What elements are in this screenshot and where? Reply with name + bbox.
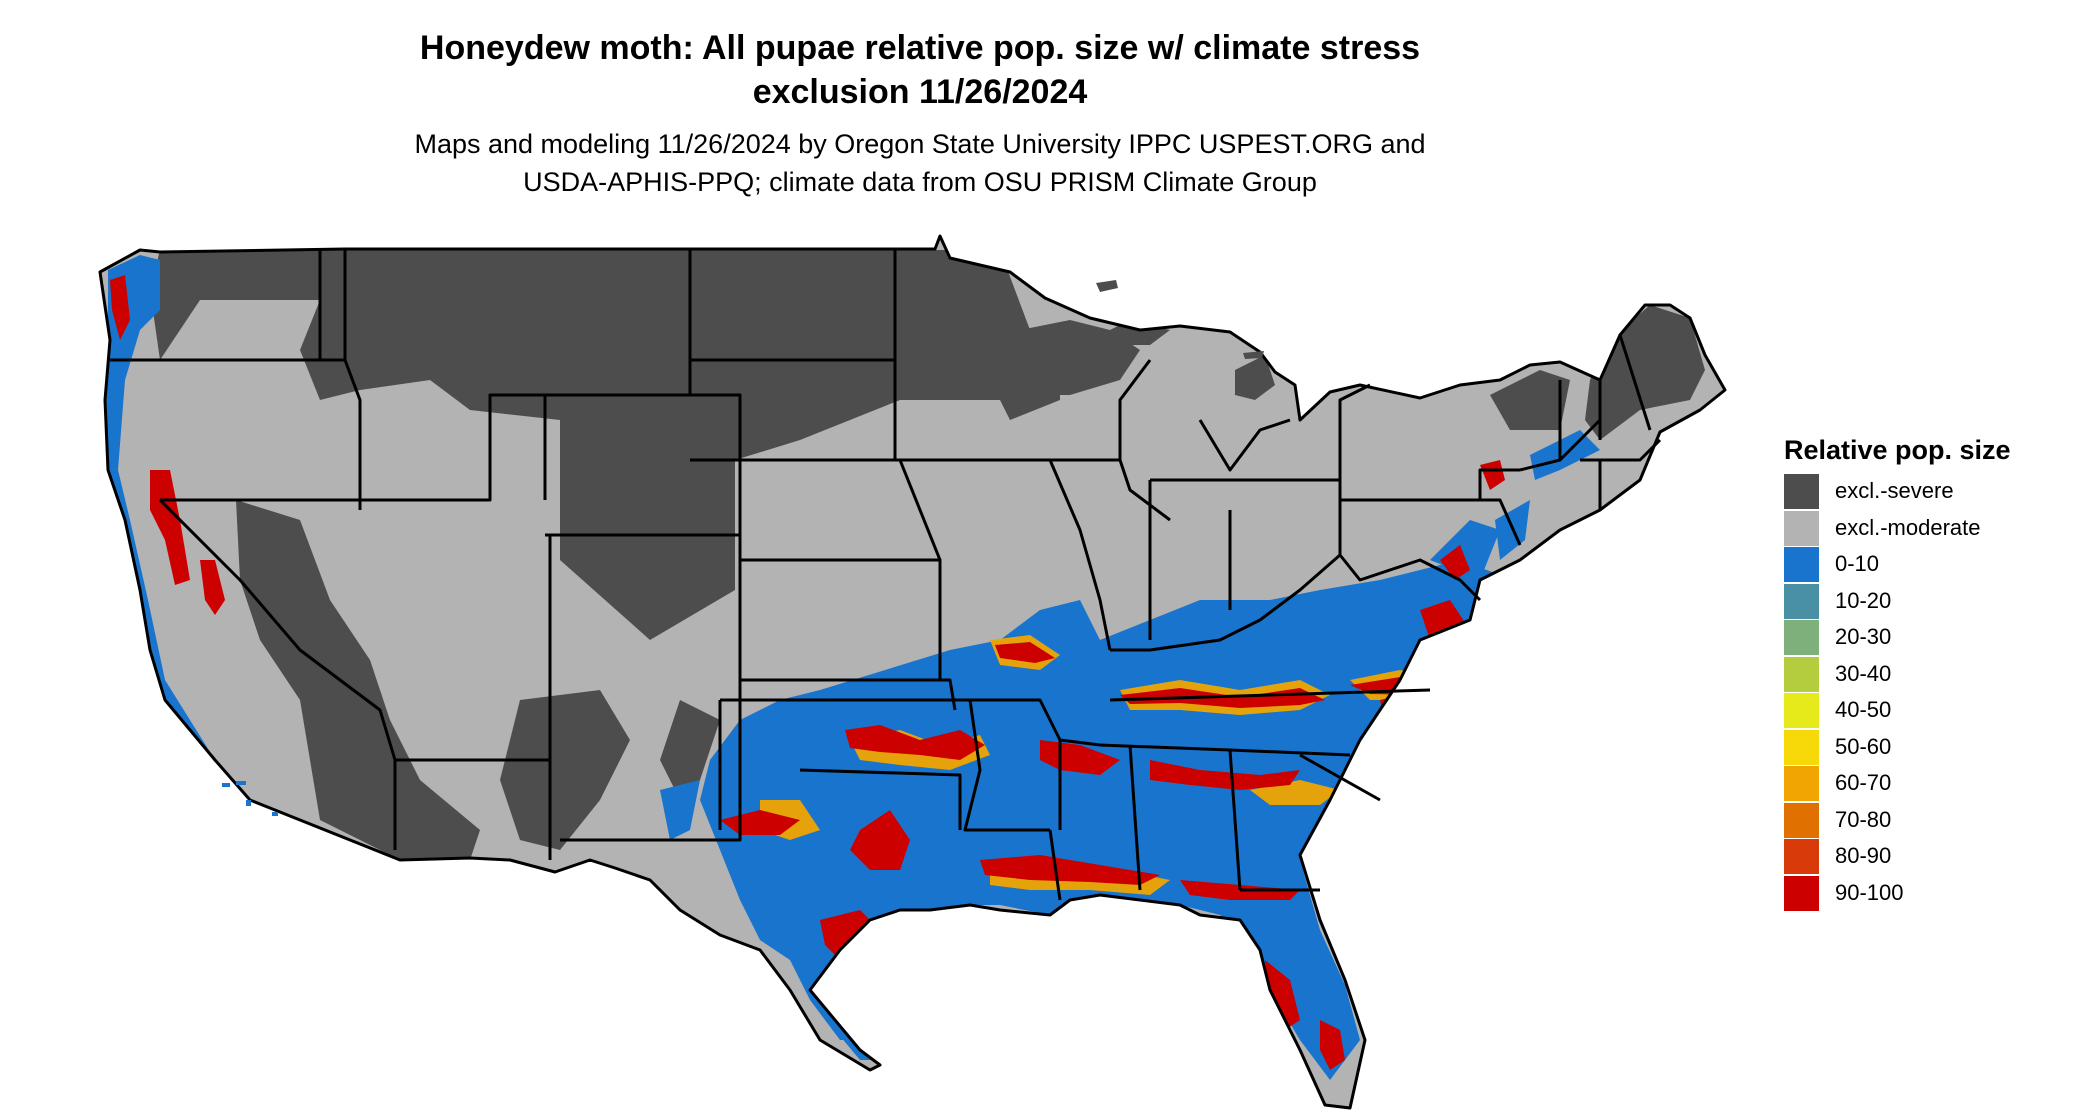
legend-swatch [1784, 474, 1819, 509]
legend-swatch [1784, 693, 1819, 728]
legend-item: 50-60 [1784, 729, 2084, 767]
legend-label: 50-60 [1835, 733, 1892, 759]
legend-swatch [1784, 656, 1819, 692]
map-title-line-2: exclusion 11/26/2024 [752, 73, 1088, 111]
state-boundaries [98, 234, 1727, 1110]
legend-items: excl.-severe excl.-moderate 0-10 10-20 20-30… [1784, 474, 2084, 912]
legend-label: excl.-severe [1835, 478, 1954, 503]
legend-label: 60-70 [1835, 770, 1892, 795]
legend-label: 70-80 [1835, 806, 1892, 832]
legend-item: 40-50 [1784, 693, 2084, 730]
map-subtitle-line-2: USDA-APHIS-PPQ; climate data from OSU PR… [523, 167, 1317, 197]
legend-item: 30-40 [1784, 656, 2084, 694]
legend-item: 90-100 [1784, 875, 2084, 913]
legend-label: 10-20 [1835, 587, 1892, 613]
legend-item: 0-10 [1784, 547, 2084, 584]
legend-label: 0-10 [1835, 551, 1880, 576]
legend-label: 40-50 [1835, 697, 1892, 722]
legend: Relative pop. size excl.-severe excl.-mod… [1784, 432, 2084, 912]
legend-label: 90-100 [1835, 879, 1904, 905]
legend-item: excl.-severe [1784, 474, 2084, 511]
map-subtitle-line-1: Maps and modeling 11/26/2024 by Oregon S… [414, 129, 1426, 159]
legend-swatch [1784, 766, 1819, 801]
legend-swatch [1784, 510, 1819, 546]
legend-label: 30-40 [1835, 660, 1892, 686]
legend-item: 20-30 [1784, 620, 2084, 657]
legend-item: 60-70 [1784, 766, 2084, 803]
legend-label: 20-30 [1835, 624, 1892, 649]
legend-swatch [1784, 875, 1819, 911]
map-title-line-1: Honeydew moth: All pupae relative pop. s… [419, 29, 1421, 67]
legend-label: 80-90 [1835, 843, 1892, 868]
legend-item: excl.-moderate [1784, 510, 2084, 548]
legend-swatch [1784, 583, 1819, 619]
legend-item: 80-90 [1784, 839, 2084, 876]
legend-item: 70-80 [1784, 802, 2084, 840]
legend-swatch [1784, 802, 1819, 838]
legend-swatch [1784, 620, 1819, 655]
legend-title: Relative pop. size [1784, 435, 2011, 465]
legend-label: excl.-moderate [1835, 514, 1981, 540]
legend-item: 10-20 [1784, 583, 2084, 621]
legend-swatch [1784, 547, 1819, 582]
legend-swatch [1784, 839, 1819, 874]
legend-swatch [1784, 729, 1819, 765]
